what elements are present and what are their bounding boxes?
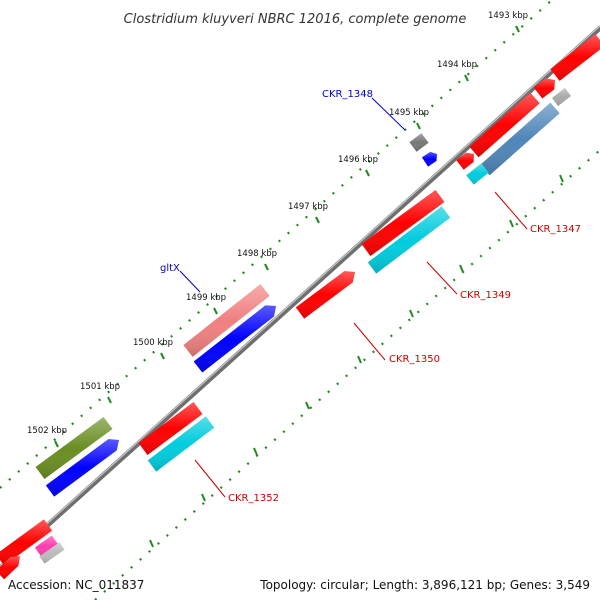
tick-label: 1500 kbp bbox=[133, 338, 173, 348]
tick-mark bbox=[365, 169, 370, 177]
topology-label: Topology: bbox=[260, 578, 317, 592]
tick-mark bbox=[559, 174, 564, 183]
gene-arrow-shade bbox=[533, 78, 555, 99]
gene-arrow-shade bbox=[551, 88, 572, 106]
genes-label: Genes: bbox=[509, 578, 552, 592]
accession-info: Accession: NC_011837 bbox=[8, 578, 144, 592]
gene-arrow-shade bbox=[138, 401, 203, 456]
gene-arrow-shade bbox=[295, 271, 355, 319]
tick-label: 1498 kbp bbox=[237, 249, 277, 259]
gene-arrows bbox=[0, 34, 600, 580]
tick-mark bbox=[357, 355, 362, 364]
accession-label: Accession: bbox=[8, 578, 72, 592]
tick-label: 1502 kbp bbox=[27, 426, 67, 436]
tick-mark bbox=[409, 309, 414, 318]
tick-label: 1496 kbp bbox=[338, 155, 378, 165]
gene-arrow-shade bbox=[361, 189, 445, 257]
gene-arrow-shade bbox=[35, 416, 113, 480]
genome-stats: Topology: circular; Length: 3,896,121 bp… bbox=[260, 578, 590, 592]
tick-mark bbox=[464, 74, 469, 82]
tick-mark bbox=[264, 263, 269, 271]
gene-arrow-shade bbox=[550, 34, 600, 81]
tick-mark bbox=[315, 216, 320, 224]
tick-mark bbox=[107, 396, 112, 404]
gene-arrow-shade bbox=[39, 542, 65, 564]
tick-mark bbox=[515, 25, 520, 33]
gene-arrow-shade bbox=[409, 133, 429, 152]
gene-label-gltx[interactable]: gltX bbox=[160, 263, 180, 274]
tick-mark bbox=[201, 493, 206, 502]
tick-mark bbox=[149, 539, 154, 548]
tick-mark bbox=[459, 264, 464, 273]
gene-arrow-shade bbox=[147, 416, 215, 472]
tick-mark bbox=[160, 352, 165, 360]
tick-mark bbox=[253, 447, 258, 456]
gene-arrow-shade bbox=[466, 163, 489, 185]
genes-value: 3,549 bbox=[555, 578, 590, 592]
label-connectors bbox=[179, 97, 528, 498]
tick-label: 1494 kbp bbox=[437, 60, 477, 70]
gene-arrow-shade bbox=[45, 439, 119, 497]
tick-mark bbox=[305, 401, 310, 410]
tick-label: 1499 kbp bbox=[186, 293, 226, 303]
label-connector bbox=[426, 261, 458, 295]
tick-mark bbox=[416, 122, 421, 130]
inner-scale-ring bbox=[94, 149, 600, 600]
gene-arrow-shade bbox=[34, 535, 59, 557]
map-title: Clostridium kluyveri NBRC 12016, complet… bbox=[124, 12, 467, 27]
gene-label-ckr-1348[interactable]: CKR_1348 bbox=[322, 89, 373, 100]
tick-mark bbox=[509, 219, 514, 228]
gene-arrow-shade bbox=[0, 556, 20, 580]
length-value: 3,896,121 bp bbox=[421, 578, 502, 592]
label-connector bbox=[179, 270, 201, 293]
gene-label-ckr-1350[interactable]: CKR_1350 bbox=[389, 354, 440, 365]
gene-arrow-shade bbox=[480, 102, 560, 176]
gene-arrow-shade bbox=[0, 519, 53, 566]
gene-arrow-shade bbox=[183, 284, 270, 357]
gene-label-ckr-1349[interactable]: CKR_1349 bbox=[460, 290, 511, 301]
label-connector bbox=[353, 322, 386, 361]
tick-mark bbox=[213, 307, 218, 315]
tick-label: 1501 kbp bbox=[80, 382, 120, 392]
gene-arrow-shade bbox=[193, 305, 276, 373]
accession-value: NC_011837 bbox=[75, 578, 145, 592]
gene-arrow-shade bbox=[456, 152, 474, 170]
gene-arrow-shade bbox=[469, 92, 540, 158]
tick-mark bbox=[54, 440, 59, 448]
tick-label: 1493 kbp bbox=[488, 11, 528, 21]
tick-label: 1497 kbp bbox=[288, 202, 328, 212]
gene-label-ckr-1352[interactable]: CKR_1352 bbox=[228, 493, 279, 504]
genome-backbone-highlight bbox=[0, 25, 600, 567]
label-connector bbox=[494, 191, 528, 230]
outer-scale-ring bbox=[0, 0, 553, 489]
length-label: Length: bbox=[372, 578, 419, 592]
label-connector bbox=[194, 459, 226, 498]
gene-arrow-shade bbox=[367, 206, 451, 274]
label-connector bbox=[371, 97, 406, 131]
topology-value: circular bbox=[320, 578, 365, 592]
gene-arrow-shade bbox=[421, 151, 437, 167]
tick-label: 1495 kbp bbox=[389, 108, 429, 118]
gene-label-ckr-1347[interactable]: CKR_1347 bbox=[530, 224, 581, 235]
genome-backbone bbox=[0, 25, 600, 571]
tick-marks: 1493 kbp 1494 kbp 1495 kbp 1496 kbp 1497 kbp… bbox=[27, 11, 564, 548]
